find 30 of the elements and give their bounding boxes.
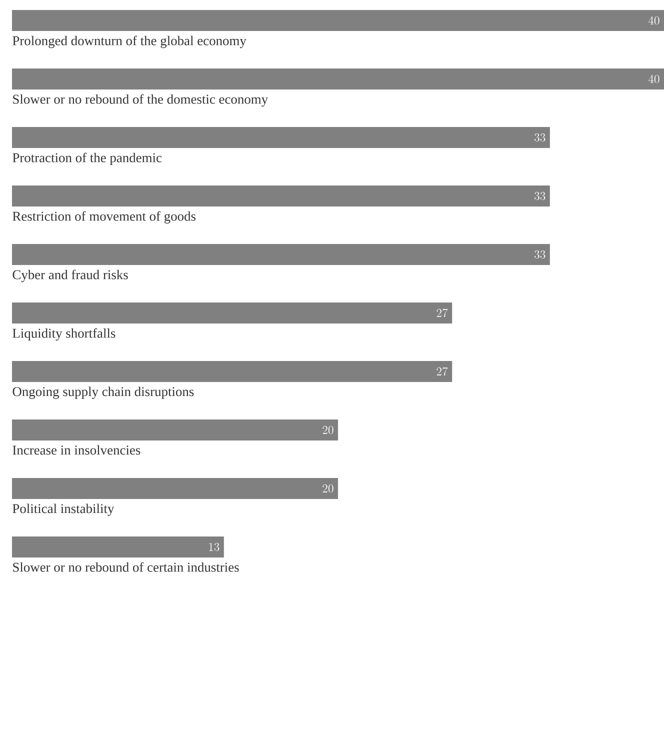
- data-label: 40: [648, 16, 660, 25]
- bar: [12, 536, 224, 558]
- bar: [12, 244, 550, 265]
- y-tick-label: Slower or no rebound of the domestic economy: [13, 94, 268, 107]
- data-label: 40: [648, 74, 660, 84]
- data-label: 27: [436, 367, 448, 376]
- y-tick-label: Political instability: [12, 504, 114, 516]
- bar: [12, 186, 550, 206]
- data-label: 20: [322, 484, 334, 493]
- y-tick-label: Slower or no rebound of certain industries: [13, 562, 239, 572]
- y-tick-label: Ongoing supply chain disruptions: [12, 386, 194, 399]
- bar: [12, 10, 664, 31]
- bar: [12, 302, 452, 324]
- y-tick-label: Protraction of the pandemic: [12, 152, 162, 166]
- y-tick-label: Cyber and fraud risks: [12, 270, 128, 282]
- y-tick-label: Prolonged downturn of the global economy: [12, 36, 246, 48]
- y-tick-label: Liquidity shortfalls: [12, 328, 116, 341]
- data-label: 33: [534, 192, 546, 200]
- bar: [12, 68, 664, 90]
- bar: [12, 478, 338, 500]
- y-tick-label: Restriction of movement of goods: [12, 211, 196, 224]
- data-label: 33: [534, 133, 546, 142]
- bar: [12, 361, 452, 382]
- bar: [12, 420, 338, 441]
- data-label: 20: [322, 426, 334, 434]
- data-label: 27: [436, 308, 448, 318]
- data-label: 33: [534, 250, 546, 259]
- data-label: 13: [209, 542, 220, 552]
- y-tick-label: Increase in insolvencies: [12, 445, 140, 455]
- bar: [12, 127, 550, 148]
